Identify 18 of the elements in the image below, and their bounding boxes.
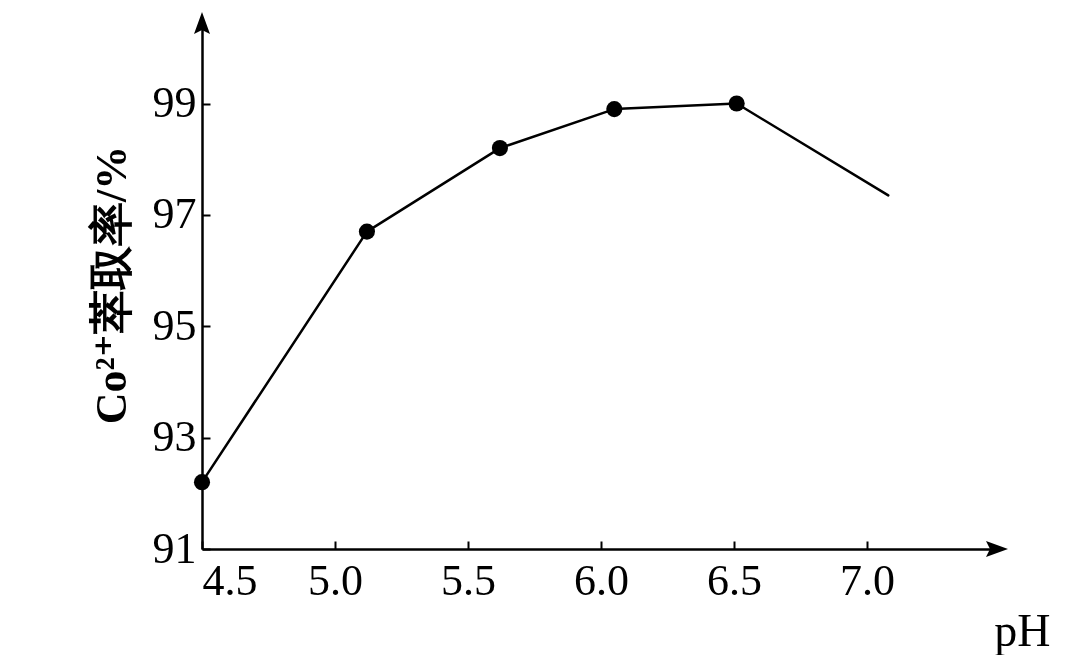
point [358,223,375,240]
x-tick-label: 6.0 [574,555,629,605]
y-tick-label: 91 [152,523,197,573]
y-tick-label: 93 [152,412,197,462]
y-tick-label: 95 [152,300,197,350]
point [491,140,508,157]
x-tick-label: 5.0 [308,555,363,605]
y-tick-label: 99 [152,78,197,128]
point [193,474,211,491]
point [728,95,745,112]
y-axis-title: Co²⁺萃取率/% [86,145,136,425]
x-tick-label: 4.5 [202,555,258,605]
x-tick-label: 5.5 [441,555,496,605]
x-axis-title: pH [994,604,1051,655]
x-tick-label: 7.0 [840,555,895,605]
point [606,101,623,118]
y-tick-label: 97 [152,189,197,239]
x-tick-label: 6.5 [707,555,762,605]
